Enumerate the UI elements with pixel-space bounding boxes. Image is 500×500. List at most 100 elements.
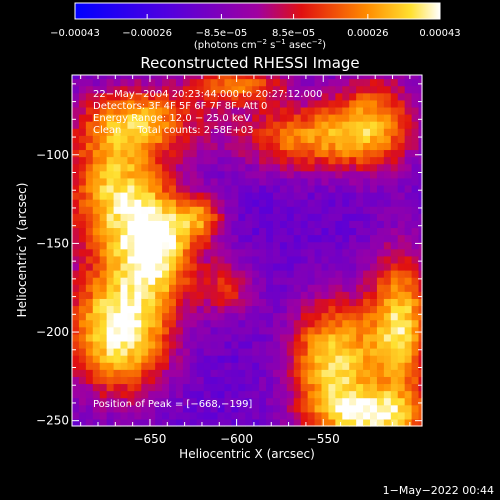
heatmap-cell xyxy=(300,220,309,229)
heatmap-cell xyxy=(266,383,274,392)
heatmap-cell xyxy=(210,234,219,243)
heatmap-cell xyxy=(335,227,343,236)
heatmap-cell xyxy=(182,163,191,172)
heatmap-cell xyxy=(127,106,135,115)
heatmap-cell xyxy=(349,333,357,342)
heatmap-cell xyxy=(155,192,163,200)
heatmap-cell xyxy=(120,248,129,257)
heatmap-cell xyxy=(217,85,226,94)
heatmap-cell xyxy=(418,156,423,165)
heatmap-cell xyxy=(335,234,343,243)
heatmap-cell xyxy=(99,78,108,87)
heatmap-cell xyxy=(335,348,343,356)
heatmap-cell xyxy=(120,213,129,221)
heatmap-cell xyxy=(259,128,267,136)
heatmap-cell xyxy=(162,135,170,143)
heatmap-cell xyxy=(307,85,316,94)
heatmap-cell xyxy=(78,340,87,349)
heatmap-cell xyxy=(106,149,115,158)
heatmap-cell xyxy=(189,284,198,292)
heatmap-cell xyxy=(300,184,309,193)
heatmap-cell xyxy=(370,397,378,406)
heatmap-cell xyxy=(134,170,142,179)
heatmap-cell xyxy=(252,142,260,151)
heatmap-cell xyxy=(314,213,323,221)
heatmap-cell xyxy=(370,411,378,420)
heatmap-cell xyxy=(120,397,129,406)
heatmap-cell xyxy=(92,78,101,87)
heatmap-cell xyxy=(162,355,170,363)
heatmap-cell xyxy=(189,177,198,186)
heatmap-cell xyxy=(363,85,371,94)
heatmap-cell xyxy=(404,319,413,328)
heatmap-cell xyxy=(148,270,156,278)
heatmap-cell xyxy=(113,404,122,413)
heatmap-cell xyxy=(314,184,323,193)
heatmap-cell xyxy=(286,192,295,200)
heatmap-cell xyxy=(390,369,399,377)
heatmap-cell xyxy=(252,305,260,314)
heatmap-cell xyxy=(189,106,198,115)
heatmap-cell xyxy=(134,390,142,399)
heatmap-cell xyxy=(266,85,274,94)
heatmap-cell xyxy=(85,177,94,186)
heatmap-cell xyxy=(404,305,413,314)
heatmap-cell xyxy=(418,284,423,292)
heatmap-cell xyxy=(231,114,239,122)
heatmap-cell xyxy=(286,248,295,257)
heatmap-cell xyxy=(418,390,423,399)
heatmap-cell xyxy=(120,404,129,413)
heatmap-cell xyxy=(363,220,371,229)
heatmap-cell xyxy=(321,199,330,207)
heatmap-cell xyxy=(321,312,330,321)
heatmap-cell xyxy=(106,284,115,292)
heatmap-cell xyxy=(175,319,184,328)
heatmap-cell xyxy=(127,192,135,200)
heatmap-cell xyxy=(182,78,191,87)
heatmap-cell xyxy=(238,121,246,129)
heatmap-cell xyxy=(155,128,163,136)
heatmap-cell xyxy=(321,348,330,356)
heatmap-cell xyxy=(120,184,129,193)
heatmap-cell xyxy=(169,348,177,356)
heatmap-cell xyxy=(404,298,413,307)
heatmap-cell xyxy=(224,149,233,158)
heatmap-cell xyxy=(175,277,184,285)
heatmap-cell xyxy=(85,92,94,101)
heatmap-cell xyxy=(141,149,149,158)
heatmap-cell xyxy=(72,284,80,292)
heatmap-cell xyxy=(259,149,267,158)
heatmap-cell xyxy=(259,270,267,278)
heatmap-cell xyxy=(231,220,239,229)
heatmap-cell xyxy=(279,248,288,257)
heatmap-cell xyxy=(266,192,274,200)
heatmap-cell xyxy=(321,149,330,158)
heatmap-cell xyxy=(85,404,94,413)
heatmap-cell xyxy=(390,192,399,200)
heatmap-cell xyxy=(134,135,142,143)
heatmap-cell xyxy=(203,199,212,207)
heatmap-cell xyxy=(72,418,80,427)
heatmap-cell xyxy=(238,170,246,179)
heatmap-cell xyxy=(210,298,219,307)
heatmap-cell xyxy=(349,163,357,172)
heatmap-cell xyxy=(252,227,260,236)
heatmap-cell xyxy=(106,78,115,87)
heatmap-cell xyxy=(113,192,122,200)
heatmap-cell xyxy=(363,340,371,349)
heatmap-cell xyxy=(356,92,364,101)
heatmap-cell xyxy=(169,156,177,165)
heatmap-cell xyxy=(106,156,115,165)
heatmap-cell xyxy=(106,348,115,356)
heatmap-cell xyxy=(210,277,219,285)
heatmap-cell xyxy=(307,348,316,356)
heatmap-cell xyxy=(418,362,423,370)
heatmap-cell xyxy=(224,397,233,406)
heatmap-cell xyxy=(203,121,212,129)
heatmap-cell xyxy=(78,135,87,143)
heatmap-cell xyxy=(349,234,357,243)
heatmap-cell xyxy=(356,156,364,165)
heatmap-cell xyxy=(307,128,316,136)
heatmap-cell xyxy=(134,270,142,278)
heatmap-cell xyxy=(224,177,233,186)
